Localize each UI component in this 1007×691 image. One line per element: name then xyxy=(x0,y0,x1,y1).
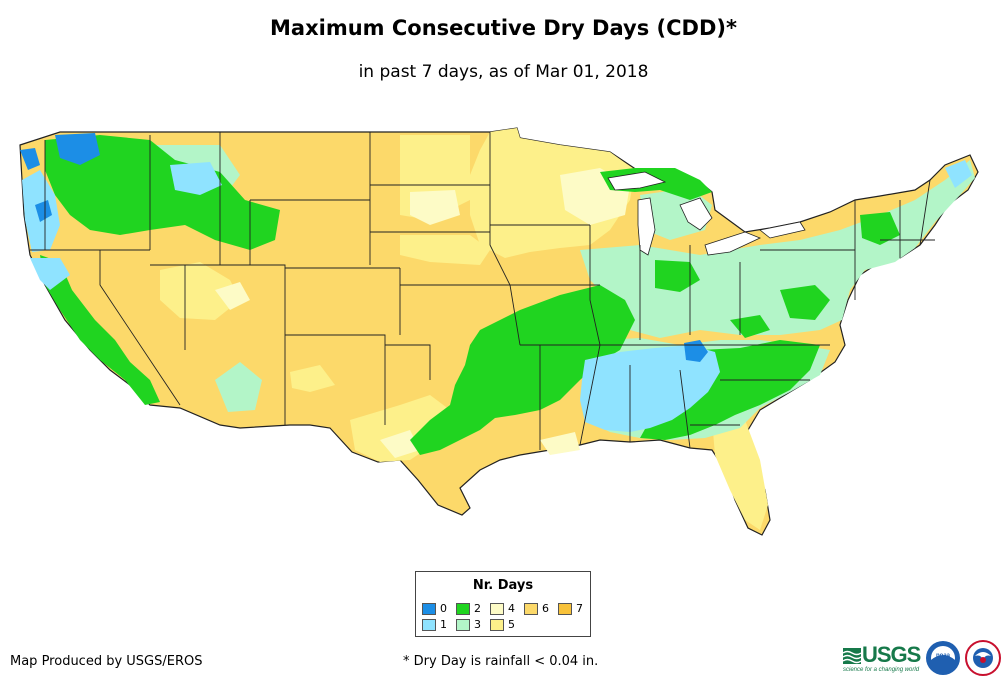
usgs-tagline: science for a changing world xyxy=(843,667,920,673)
legend-label: 6 xyxy=(542,602,549,615)
legend-label: 7 xyxy=(576,602,583,615)
legend-label: 3 xyxy=(474,618,481,631)
legend-swatch xyxy=(490,619,504,631)
legend-swatch xyxy=(490,603,504,615)
agency-logos: USGS science for a changing world noaa xyxy=(843,636,1003,680)
legend-swatch xyxy=(422,603,436,615)
legend-label: 0 xyxy=(440,602,447,615)
legend-label: 1 xyxy=(440,618,447,631)
map-title: Maximum Consecutive Dry Days (CDD)* xyxy=(270,16,737,40)
usgs-wave-icon xyxy=(843,648,861,664)
legend-swatch xyxy=(422,619,436,631)
legend-swatch xyxy=(558,603,572,615)
legend-swatch xyxy=(456,619,470,631)
noaa-logo-text: noaa xyxy=(936,653,951,659)
cdd-map xyxy=(19,127,979,536)
usgs-logo-text: USGS xyxy=(862,642,921,667)
legend-label: 4 xyxy=(508,602,515,615)
map-subtitle: in past 7 days, as of Mar 01, 2018 xyxy=(358,62,649,82)
legend-label: 5 xyxy=(508,618,515,631)
legend-swatch xyxy=(524,603,538,615)
legend-label: 2 xyxy=(474,602,481,615)
noaa-logo-icon: noaa xyxy=(926,641,960,675)
state-borders xyxy=(30,132,935,450)
legend-title: Nr. Days xyxy=(472,578,534,593)
footnote: * Dry Day is rainfall < 0.04 in. xyxy=(403,654,599,669)
map-credit: Map Produced by USGS/EROS xyxy=(10,654,203,669)
legend-swatch xyxy=(456,603,470,615)
nws-logo-icon xyxy=(965,640,1001,676)
legend: Nr. Days 0 1 2 3 4 5 6 7 xyxy=(415,571,591,637)
